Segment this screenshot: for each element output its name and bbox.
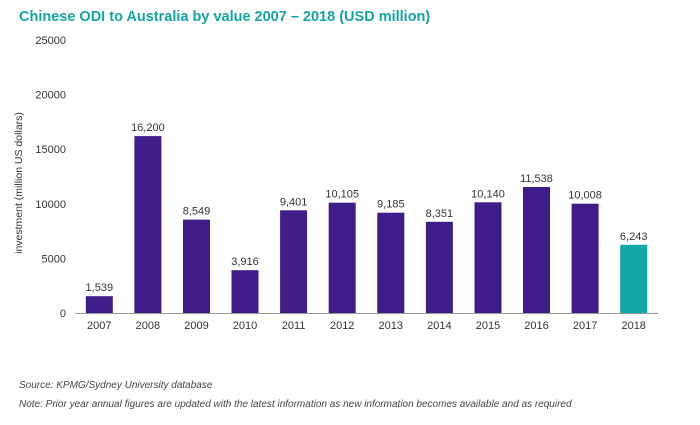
value-label-2017: 10,008 <box>568 190 602 202</box>
bar-2011 <box>280 210 308 313</box>
bar-2015 <box>474 202 502 313</box>
bar-2014 <box>425 221 453 313</box>
y-axis-ticks: 0 5000 10000 15000 20000 25000 <box>35 35 66 320</box>
value-label-2011: 9,401 <box>280 196 308 208</box>
value-label-2008: 16,200 <box>131 122 165 134</box>
bar-2008 <box>134 136 162 313</box>
y-tick-label: 5000 <box>42 253 66 265</box>
value-label-2009: 8,549 <box>183 206 211 218</box>
x-tick-label-2011: 2011 <box>282 320 306 332</box>
value-label-2010: 3,916 <box>231 256 259 268</box>
bar-2010 <box>231 270 259 313</box>
value-label-2013: 9,185 <box>377 199 405 211</box>
x-tick-label-2007: 2007 <box>87 320 111 332</box>
y-tick-label: 15000 <box>35 144 66 156</box>
bar-2018 <box>620 244 648 313</box>
x-axis-ticks: 2007 2008 2009 2010 2011 2012 2013 2014 2015 2016… <box>87 320 646 332</box>
bar-2012 <box>328 202 356 313</box>
value-label-2012: 10,105 <box>325 189 359 201</box>
x-tick-label-2014: 2014 <box>427 320 451 332</box>
y-tick-label: 25000 <box>35 35 66 47</box>
x-tick-label-2010: 2010 <box>233 320 257 332</box>
x-tick-label-2016: 2016 <box>524 320 548 332</box>
x-tick-label-2015: 2015 <box>476 320 500 332</box>
y-tick-label: 10000 <box>35 199 66 211</box>
value-label-2018: 6,243 <box>620 231 648 243</box>
value-label-2014: 8,351 <box>426 208 454 220</box>
y-axis-label: investment (million US dollars) <box>13 112 25 254</box>
footnote: Note: Prior year annual figures are upda… <box>19 399 572 410</box>
value-label-2016: 11,538 <box>520 173 553 185</box>
bar-2016 <box>523 187 550 313</box>
bar-chart: 0 5000 10000 15000 20000 25000 investment (mi… <box>13 35 658 332</box>
x-tick-label-2018: 2018 <box>621 320 645 332</box>
bar-2013 <box>377 212 405 313</box>
x-tick-label-2009: 2009 <box>184 320 208 332</box>
x-tick-label-2012: 2012 <box>330 320 354 332</box>
bars <box>85 136 648 313</box>
x-tick-label-2008: 2008 <box>136 320 160 332</box>
x-tick-label-2017: 2017 <box>573 320 597 332</box>
chart-title: Chinese ODI to Australia by value 2007 –… <box>19 9 431 25</box>
value-label-2015: 10,140 <box>471 188 505 200</box>
bar-2007 <box>85 296 113 313</box>
value-label-2007: 1,539 <box>86 282 114 294</box>
y-tick-label: 0 <box>60 308 66 320</box>
source-note: Source: KPMG/Sydney University database <box>19 380 213 391</box>
x-tick-label-2013: 2013 <box>379 320 403 332</box>
y-tick-label: 20000 <box>35 90 66 102</box>
value-labels: 1,539 16,200 8,549 3,916 9,401 10,105 9,185 8,3… <box>86 122 648 294</box>
bar-2009 <box>183 219 210 313</box>
bar-2017 <box>571 203 599 313</box>
